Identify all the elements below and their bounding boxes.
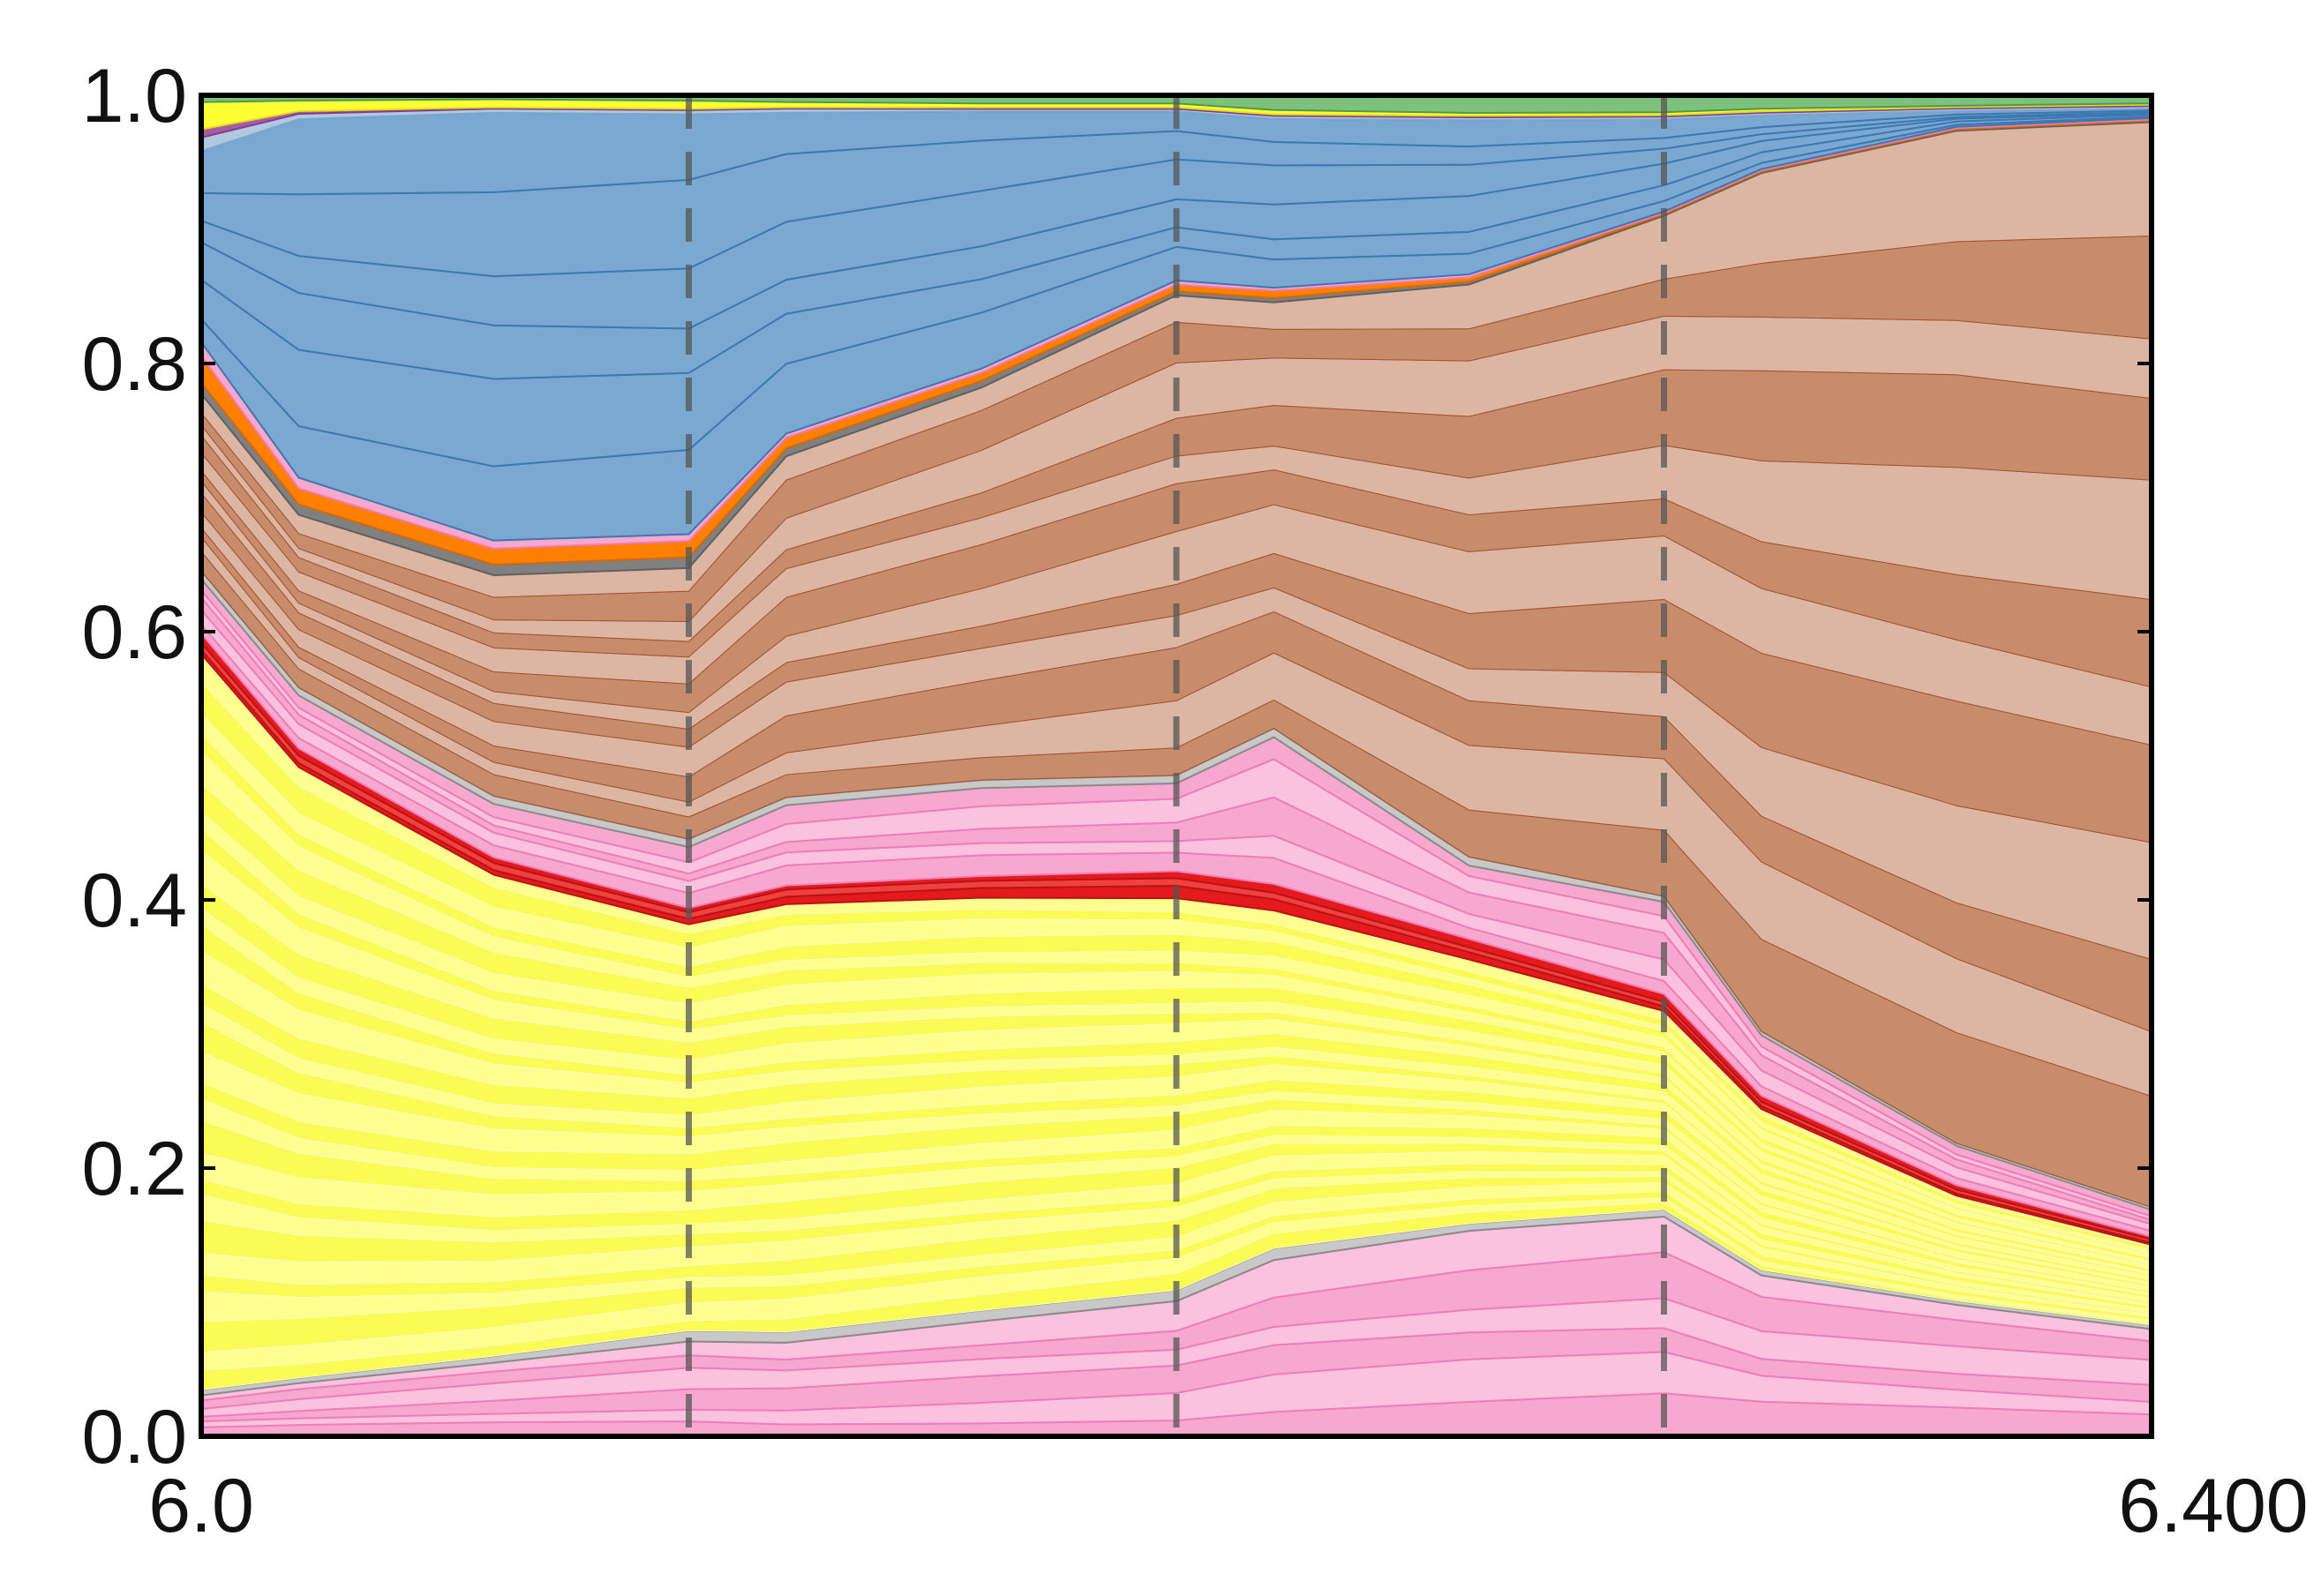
y-tick-label: 0.0 — [81, 1395, 187, 1480]
x-axis: 6.0 6.400 — [148, 1464, 2306, 1548]
x-tick-label: 6.0 — [148, 1464, 254, 1548]
plot-frame — [199, 93, 2154, 1439]
y-tick-label: 0.8 — [81, 322, 187, 407]
x-tick-label: 6.400 — [2118, 1464, 2306, 1548]
y-tick-label: 0.2 — [81, 1127, 187, 1211]
y-tick-label: 1.0 — [81, 54, 187, 139]
y-tick-label: 0.6 — [81, 590, 187, 675]
y-tick-label: 0.4 — [81, 858, 187, 943]
y-axis: 0.0 0.2 0.4 0.6 0.8 1.0 — [81, 54, 2152, 1480]
